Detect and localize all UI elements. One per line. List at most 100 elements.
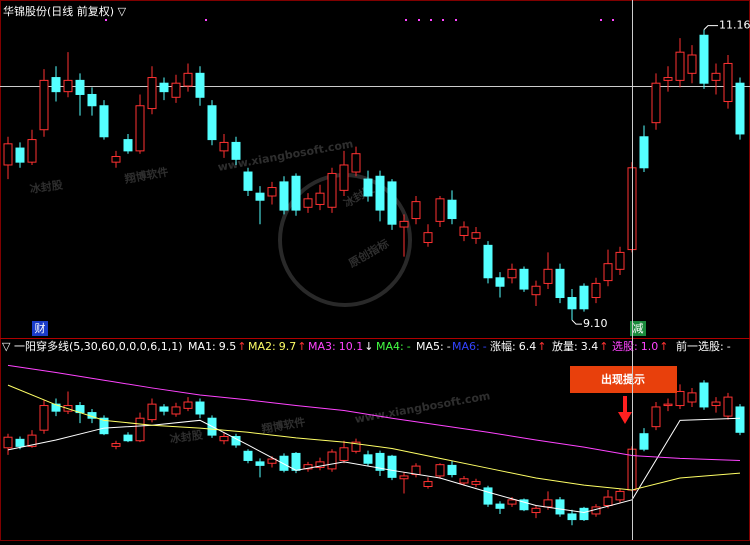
legend-name: 选股: <box>612 340 638 353</box>
candle-body <box>135 105 145 152</box>
candle-body <box>111 443 121 447</box>
legend-value: - <box>727 340 731 353</box>
candle-body <box>279 455 289 471</box>
candle-body <box>375 175 385 211</box>
candle-body <box>555 268 565 299</box>
indicator-title: ▽ 一阳穿多线(5,30,60,0,0,0,6,1,1) <box>2 339 183 353</box>
legend-arrow: ↑ <box>659 340 668 353</box>
candle-body <box>423 481 433 487</box>
candle-body <box>243 450 253 461</box>
candle-body <box>663 403 673 407</box>
candle-body <box>303 198 313 208</box>
signal-dot <box>455 19 457 21</box>
candle-body <box>615 251 625 270</box>
legend-item: MA6: - <box>452 340 487 353</box>
candle-body <box>15 147 25 163</box>
legend-arrow: ↑ <box>237 340 246 353</box>
candle-body <box>39 79 49 131</box>
candle-body <box>435 464 445 477</box>
candle-body <box>483 487 493 505</box>
candle-body <box>459 226 469 236</box>
candle-body <box>147 77 157 110</box>
signal-dots <box>105 19 614 21</box>
legend-name: MA5: <box>416 340 444 353</box>
chart-title: 华锦股份(日线 前复权) ▽ <box>3 4 127 18</box>
candle-body <box>675 51 685 81</box>
candle-body <box>159 82 169 93</box>
marker-box <box>630 321 646 336</box>
candle-body <box>639 433 649 450</box>
low-label: 9.10 <box>583 317 608 330</box>
signal-dot <box>612 19 614 21</box>
candle-body <box>351 153 361 173</box>
candle-body <box>183 401 193 409</box>
candle-body <box>15 438 25 447</box>
signal-label: 出现提示 <box>601 372 645 386</box>
candle-body <box>291 175 301 211</box>
candle-body <box>183 72 193 87</box>
candle-body <box>543 499 553 508</box>
indicator-line <box>7 384 741 491</box>
candle-body <box>531 507 541 514</box>
legend-value: 9.5 <box>219 340 237 353</box>
candle-body <box>399 220 409 228</box>
candle-body <box>387 455 397 478</box>
candle-body <box>531 285 541 296</box>
signal-dot <box>405 19 407 21</box>
candle-body <box>447 199 457 220</box>
indicator-line <box>7 417 741 514</box>
marker-label: 财 <box>35 321 46 335</box>
signal-box <box>570 366 677 393</box>
candle-body <box>483 244 493 279</box>
candle-body <box>507 499 517 505</box>
candle-body <box>459 478 469 484</box>
candle-body <box>639 136 649 169</box>
candle-body <box>327 451 337 470</box>
legend-arrow: ↑ <box>537 340 546 353</box>
leader-line <box>703 25 718 30</box>
candle-body <box>255 192 265 201</box>
legend-value: 1.0 <box>641 340 659 353</box>
candle-body <box>207 105 217 141</box>
candle-body <box>3 143 13 166</box>
legend-name: 放量: <box>552 339 578 353</box>
candle-body <box>171 406 181 415</box>
candle-body <box>711 401 721 407</box>
legend-value: 6.4 <box>519 340 537 353</box>
candle-body <box>711 72 721 81</box>
legend-arrow: ↑ <box>599 340 608 353</box>
legend-value: - <box>483 340 487 353</box>
candle-body <box>567 297 577 310</box>
candle-body <box>339 447 349 461</box>
candle-body <box>567 513 577 521</box>
candle-body <box>735 406 745 433</box>
candle-body <box>87 93 97 107</box>
candle-body <box>99 417 109 435</box>
watermark: 冰封股 <box>29 177 65 196</box>
signal-dot <box>430 19 432 21</box>
candle-body <box>3 436 13 449</box>
legend-arrow: ↓ <box>364 340 373 353</box>
legend-item: 前一选股: - <box>676 339 731 353</box>
signal-dot <box>205 19 207 21</box>
candle-body <box>519 499 529 511</box>
candle-body <box>363 454 373 464</box>
candle-body <box>195 72 205 98</box>
legend-arrow: ↑ <box>297 340 306 353</box>
candle-body <box>579 507 589 521</box>
candle-body <box>399 475 409 480</box>
candle-body <box>171 82 181 98</box>
candle-body <box>243 171 253 191</box>
candle-body <box>363 178 373 197</box>
candle-body <box>447 464 457 476</box>
candle-body <box>411 201 421 220</box>
candle-body <box>387 181 397 225</box>
candle-body <box>495 277 505 287</box>
signal-dot <box>105 19 107 21</box>
candle-body <box>723 62 733 103</box>
candle-body <box>315 192 325 205</box>
candle-body <box>579 285 589 310</box>
candle-body <box>315 461 325 468</box>
legend-item: 涨幅: 6.4↑ <box>490 340 546 353</box>
candle-body <box>267 187 277 197</box>
